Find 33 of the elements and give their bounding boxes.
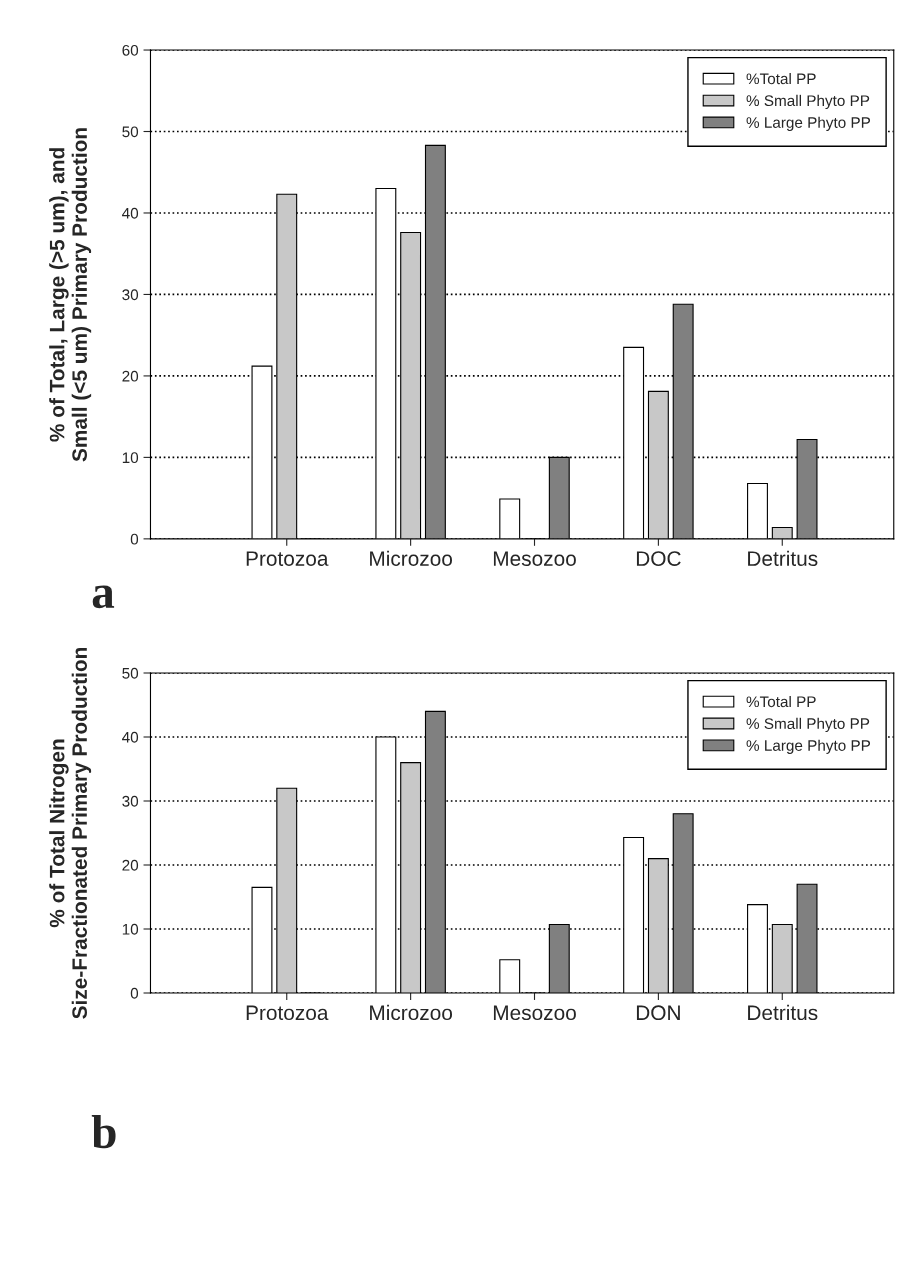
- x-tick-label: Protozoa: [246, 1005, 329, 1021]
- y-tick-label: 20: [122, 859, 139, 871]
- y-tick-label: 10: [122, 923, 139, 935]
- x-tick-label: Microzoo: [370, 550, 453, 566]
- x-tick-label: DON: [636, 1005, 680, 1021]
- y-tick-label: 40: [122, 731, 139, 743]
- y-tick-label: 30: [122, 289, 139, 301]
- x-tick-label: Protozoa: [246, 551, 329, 566]
- y-tick-label: 30: [122, 795, 139, 807]
- x-tick-label: Mesozoo: [493, 551, 576, 566]
- legend-label: % Small Phyto PP: [746, 94, 870, 110]
- y-tick-label: 0: [130, 987, 139, 999]
- y-axis-title: % of Total, Large (>5 um), and Small (<5 um) Primary Production: [49, 128, 92, 462]
- y-tick-label: 0: [130, 533, 139, 545]
- x-tick-label: Microzoo: [370, 1004, 453, 1021]
- x-tick-label: Detritus: [748, 1004, 818, 1021]
- y-axis-title: % of Total Nitrogen Size-Fractionated Primary Production: [49, 647, 92, 1019]
- y-tick-label: 20: [122, 370, 139, 382]
- legend-label: %Total PP: [746, 72, 816, 85]
- legend-label: % Large Phyto PP: [746, 116, 871, 131]
- legend-label: % Large Phyto PP: [746, 739, 871, 754]
- text: a: [92, 585, 115, 609]
- legend-label: %Total PP: [746, 695, 816, 708]
- y-tick-label: 10: [122, 452, 139, 464]
- x-tick-label: DOC: [636, 551, 681, 566]
- y-tick-label: 50: [122, 126, 139, 138]
- x-tick-label: Detritus: [748, 550, 818, 566]
- y-tick-label: 40: [122, 207, 139, 219]
- y-tick-label: 60: [122, 44, 139, 56]
- y-tick-label: 50: [122, 667, 139, 679]
- text: b: [91, 1115, 116, 1149]
- x-tick-label: Mesozoo: [493, 1005, 576, 1021]
- legend-label: % Small Phyto PP: [746, 717, 870, 733]
